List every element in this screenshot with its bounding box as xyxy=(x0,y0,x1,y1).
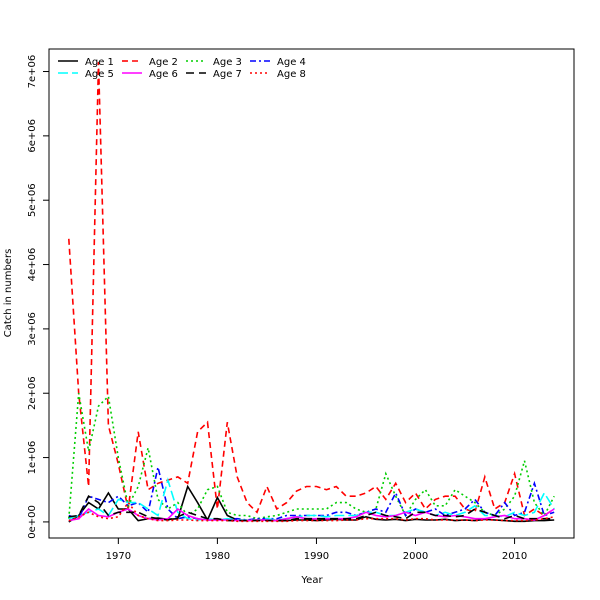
series-line-age-7 xyxy=(68,495,555,522)
series-line-age-3 xyxy=(68,393,555,520)
x-axis: 1970 1980 1990 2000 2010 xyxy=(106,538,527,562)
y-axis-label: Catch in numbers xyxy=(3,249,14,338)
x-tick-label: 2000 xyxy=(403,551,428,562)
legend-label-age-8: Age 8 xyxy=(277,69,306,80)
y-tick-label: 3e+06 xyxy=(27,312,38,346)
legend-label-age-4: Age 4 xyxy=(277,57,306,68)
series-line-age-5 xyxy=(68,477,555,521)
x-tick-label: 2010 xyxy=(502,551,527,562)
y-tick-label: 6e+06 xyxy=(27,119,38,153)
x-tick-label: 1990 xyxy=(304,551,329,562)
x-axis-label: Year xyxy=(300,575,323,586)
legend-label-age-1: Age 1 xyxy=(85,57,114,68)
series-line-age-4 xyxy=(68,467,555,521)
y-tick-label: 0e+00 xyxy=(27,505,38,539)
legend-label-age-7: Age 7 xyxy=(213,69,242,80)
series-line-age-2 xyxy=(68,61,555,517)
series-line-age-8 xyxy=(68,501,555,523)
y-tick-label: 4e+06 xyxy=(27,248,38,282)
series-layer xyxy=(68,61,555,523)
legend-label-age-5: Age 5 xyxy=(85,69,114,80)
y-axis: 0e+00 1e+06 2e+06 3e+06 4e+06 5e+06 6e+06 7e+06 xyxy=(27,55,49,539)
y-tick-label: 7e+06 xyxy=(27,55,38,89)
x-tick-label: 1980 xyxy=(205,551,230,562)
y-tick-label: 2e+06 xyxy=(27,376,38,410)
legend-label-age-3: Age 3 xyxy=(213,57,242,68)
plot-frame xyxy=(48,48,575,539)
legend: Age 1 Age 2 Age 3 Age 4 Age 5 Age 6 Age 7 Age 8 xyxy=(58,57,306,80)
x-tick-label: 1970 xyxy=(106,551,131,562)
legend-label-age-6: Age 6 xyxy=(149,69,178,80)
y-tick-label: 1e+06 xyxy=(27,441,38,475)
legend-label-age-2: Age 2 xyxy=(149,57,178,68)
y-tick-label: 5e+06 xyxy=(27,183,38,217)
